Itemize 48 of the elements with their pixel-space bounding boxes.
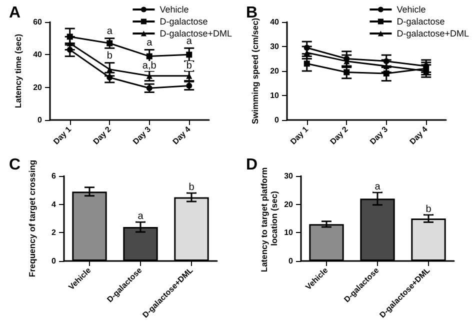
y-tick-label: 20 [270, 66, 280, 76]
y-axis-title: Frequency of target crossing [27, 160, 37, 278]
y-tick-label: 10 [270, 91, 280, 100]
x-tick-label: Day 4 [408, 124, 430, 146]
y-axis-title: Latency time (sec) [13, 34, 23, 108]
annotation: b [186, 60, 192, 72]
y-tick-label: 4 [52, 200, 57, 209]
x-tick-label: Day 4 [170, 124, 193, 146]
y-tick-label: 0 [274, 116, 280, 124]
chart-title: C [9, 156, 21, 174]
annotation: a [374, 181, 381, 192]
annotation: a [186, 36, 192, 47]
annotation: a [146, 38, 153, 49]
chart-title: D [246, 156, 258, 174]
y-tick-label: 40 [270, 18, 280, 26]
x-tick-label: Day 2 [328, 124, 350, 146]
y-tick-label: 30 [270, 42, 280, 51]
annotation: b [106, 50, 113, 62]
y-axis-title: Swimming speed (cm/sec) [250, 18, 260, 124]
y-tick-label: 30 [284, 172, 294, 180]
y-tick-label: 0 [38, 116, 43, 124]
x-tick-label: Day 3 [368, 124, 390, 146]
annotation: a [138, 210, 144, 222]
legend-label: Vehicle [396, 4, 426, 14]
y-tick-label: 2 [52, 228, 57, 238]
legend-label: D-galactose [396, 16, 445, 26]
legend-label: D-galactose+DML [160, 28, 232, 38]
y-tick-label: 40 [33, 50, 43, 60]
annotation: b [188, 182, 195, 193]
y-axis-title: Latency to target platform location (sec) [259, 164, 279, 272]
annotation: b [426, 204, 432, 215]
annotation: a,b [142, 60, 157, 72]
y-tick-label: 10 [284, 228, 294, 238]
x-tick-label: Day 1 [52, 124, 74, 146]
x-tick-label: Day 3 [131, 124, 153, 146]
y-tick-label: 60 [33, 18, 43, 26]
x-tick-label: Day 1 [288, 124, 310, 146]
x-tick-label: Day 2 [91, 124, 114, 146]
legend-label: D-galactose+DML [396, 28, 469, 38]
y-tick-label: 20 [33, 82, 43, 92]
y-tick-label: 6 [52, 172, 57, 180]
legend-label: Vehicle [160, 4, 189, 14]
y-tick-label: 0 [288, 256, 294, 266]
y-tick-label: 20 [284, 200, 294, 209]
y-tick-label: 0 [52, 256, 57, 266]
legend-label: D-galactose [160, 16, 208, 26]
annotation: a [106, 26, 113, 38]
chart-title: A [9, 4, 21, 22]
